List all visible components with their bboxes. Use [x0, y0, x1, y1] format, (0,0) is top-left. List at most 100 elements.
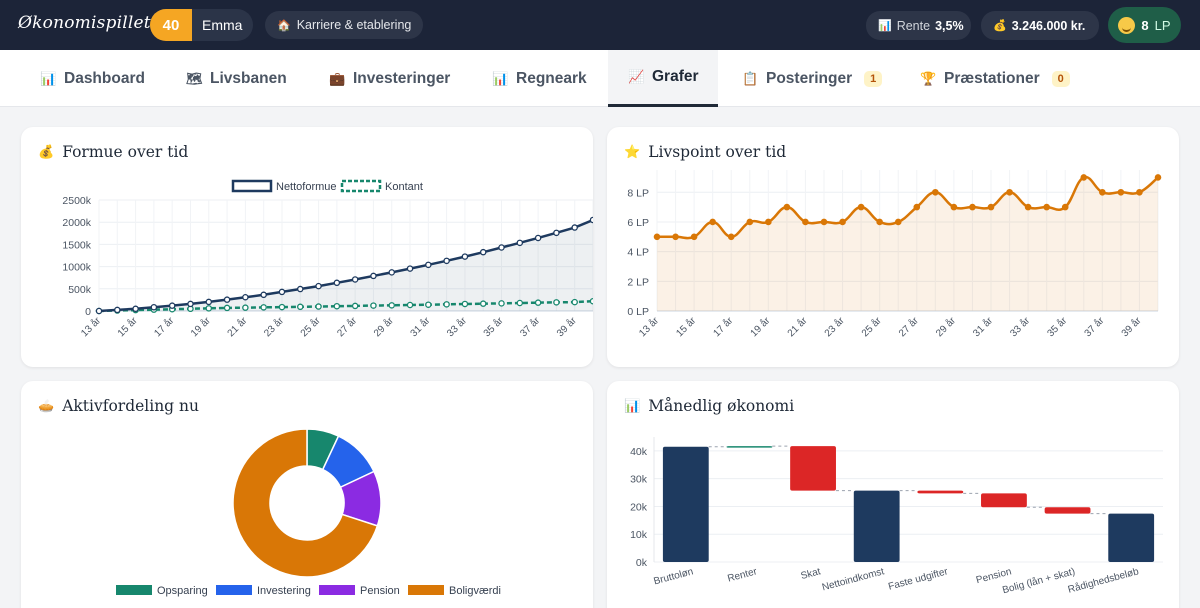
data-point	[746, 218, 754, 226]
x-tick-label: Bolig (lån + skat)	[1001, 565, 1076, 596]
x-tick-label: Nettoindkomst	[821, 566, 886, 593]
data-point	[534, 234, 542, 242]
age-badge: 40	[150, 9, 192, 41]
data-point	[1117, 188, 1125, 196]
interest-rate-value: 3,5%	[935, 18, 964, 33]
tab-label: Livsbanen	[210, 69, 287, 87]
x-tick-label: Faste udgifter	[887, 566, 950, 593]
legend-label: Investering	[257, 585, 311, 597]
waterfall-bar	[917, 490, 964, 494]
data-point	[370, 272, 377, 280]
tab-investeringer[interactable]: 💼 Investeringer	[329, 50, 450, 107]
data-point	[479, 300, 487, 307]
count-badge: 1	[864, 70, 883, 87]
data-point	[223, 304, 231, 312]
data-point	[242, 293, 249, 301]
data-point	[278, 288, 286, 296]
tab-grafer[interactable]: 📈 Grafer	[608, 50, 718, 107]
x-tick-label: 33 år	[1008, 314, 1033, 339]
x-tick-label: 25 år	[859, 314, 884, 339]
data-point	[150, 303, 158, 311]
x-tick-label: 35 år	[1045, 314, 1070, 339]
x-tick-label: 15 år	[674, 314, 699, 339]
wealth-line-chart: 0 500k 1000k 1500k 2000k 2500k 13 år 15 år 17 år…	[62, 179, 593, 339]
data-point	[95, 307, 103, 315]
briefcase-icon: 💼	[329, 70, 346, 86]
data-point	[187, 300, 194, 308]
waterfall-bar	[726, 446, 773, 448]
ledger-icon: 📋	[742, 70, 759, 86]
x-tick-label: 25 år	[298, 314, 323, 339]
x-tick-label: 15 år	[115, 314, 140, 339]
tab-posteringer[interactable]: 📋 Posteringer 1	[742, 50, 883, 107]
x-tick-label: 37 år	[1082, 314, 1107, 339]
data-point	[1061, 203, 1069, 211]
wealth-chart-card: 💰 Formue over tid 0 500k 1000k 1500k 2000k 25…	[21, 127, 593, 367]
x-tick-label: 17 år	[152, 314, 177, 339]
data-point	[461, 300, 469, 308]
bar-chart-icon: 📊	[492, 70, 509, 86]
asset-donut-chart: Opsparing Investering Pension Boligværdi	[116, 428, 501, 597]
x-tick-label: 31 år	[971, 314, 996, 339]
tab-label: Investeringer	[353, 69, 451, 87]
tab-regneark[interactable]: 📊 Regneark	[492, 50, 587, 107]
y-tick-label: 1000k	[62, 262, 91, 274]
data-point	[1024, 203, 1032, 211]
tab-label: Grafer	[652, 68, 699, 85]
data-point	[461, 253, 469, 260]
data-point	[333, 302, 341, 310]
waterfall-bar	[790, 446, 836, 491]
legend-label: Boligværdi	[449, 585, 501, 597]
x-tick-label: 19 år	[748, 314, 773, 339]
life-phase-pill[interactable]: 🏠 Karriere & etablering	[265, 11, 424, 39]
nettoformue-line	[98, 218, 593, 313]
data-point	[388, 302, 395, 309]
y-tick-label: 0k	[636, 557, 648, 569]
tab-bar: 📊 Dashboard 🗺 Livsbanen 💼 Investeringer …	[0, 50, 1200, 107]
life-phase-label: Karriere & etablering	[296, 18, 412, 32]
tab-label: Regneark	[516, 69, 587, 87]
x-tick-label: 33 år	[444, 314, 469, 339]
x-tick-label: 21 år	[225, 314, 250, 339]
data-point	[709, 218, 716, 226]
data-point	[498, 244, 505, 251]
monthly-waterfall-chart: 0k 10k 20k 30k 40k Bruttoløn Renter Skat Nettoin…	[630, 437, 1163, 596]
monthly-economy-card: 📊 Månedlig økonomi 0k 10k 20k 30k 40k Bruttol…	[607, 381, 1179, 608]
data-point	[205, 305, 213, 312]
data-point	[894, 218, 902, 226]
player-pill[interactable]: 40 Emma	[150, 9, 254, 41]
data-point	[406, 301, 414, 309]
tab-label: Posteringer	[766, 69, 853, 87]
data-point	[443, 257, 450, 265]
y-tick-label: 0	[85, 306, 91, 318]
tab-livsbanen[interactable]: 🗺 Livsbanen	[186, 50, 287, 107]
data-point	[1043, 203, 1050, 211]
y-tick-label: 4 LP	[627, 247, 649, 259]
data-point	[783, 203, 791, 211]
interest-rate-pill[interactable]: 📊 Rente 3,5%	[866, 11, 971, 40]
data-point	[1006, 188, 1013, 196]
lifepoints-line	[657, 175, 1159, 240]
legend-swatch	[116, 585, 152, 595]
house-icon: 🏠	[277, 19, 291, 32]
life-points-pill[interactable]: 8 LP	[1108, 7, 1181, 43]
tab-dashboard[interactable]: 📊 Dashboard	[40, 50, 145, 107]
data-point	[727, 233, 735, 241]
x-tick-label: 17 år	[711, 314, 736, 339]
y-tick-label: 2500k	[62, 195, 91, 207]
balance-pill[interactable]: 💰 3.246.000 kr.	[981, 11, 1099, 40]
x-tick-label: 29 år	[371, 314, 396, 339]
y-tick-label: 1500k	[62, 239, 91, 251]
data-point	[802, 218, 809, 226]
card-title: ⭐ Livspoint over tid	[624, 143, 787, 161]
tab-praestationer[interactable]: 🏆 Præstationer 0	[920, 50, 1070, 107]
balance-value: 3.246.000 kr.	[1011, 18, 1086, 33]
data-point	[653, 233, 661, 241]
data-point	[589, 216, 593, 224]
line-chart-icon: 📈	[628, 69, 645, 84]
data-point	[260, 291, 267, 299]
data-point	[425, 261, 432, 269]
smiley-icon	[1118, 16, 1136, 34]
legend-swatch	[319, 585, 355, 595]
